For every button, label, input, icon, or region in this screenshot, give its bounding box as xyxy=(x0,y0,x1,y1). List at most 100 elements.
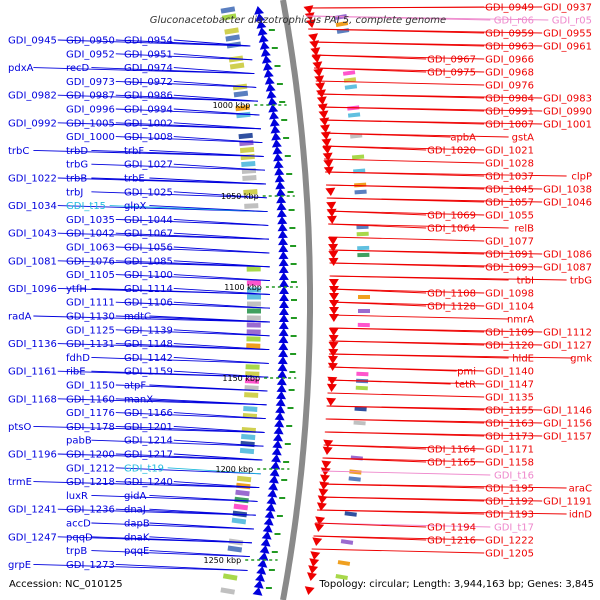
reverse-strand-gene-arrow xyxy=(322,152,333,161)
forward-gene-label: GDI_1168 xyxy=(8,394,57,405)
forward-gene-label: GDI_0982 xyxy=(8,91,57,102)
forward-gene-label: manX xyxy=(124,394,153,405)
forward-strand-gene-arrow xyxy=(273,160,284,169)
reverse-gene-label: GDI_0959 xyxy=(485,29,534,40)
label-leader-line xyxy=(316,509,485,515)
label-leader-line xyxy=(115,53,253,61)
forward-gene-label: GDI_1085 xyxy=(124,256,173,267)
reverse-gene-label: GDI_1163 xyxy=(485,419,534,430)
cog-category-block xyxy=(246,315,261,321)
forward-gene-label: GDI_1218 xyxy=(66,477,115,488)
forward-strand-gene-arrow xyxy=(276,391,287,400)
forward-strand-gene-arrow xyxy=(278,321,289,330)
reverse-strand-gene-arrow xyxy=(304,12,315,21)
forward-strand-gene-arrow xyxy=(253,580,264,589)
label-leader-line xyxy=(173,94,258,102)
label-leader-line xyxy=(115,563,248,571)
label-leader-line xyxy=(115,481,260,489)
reverse-gene-label: GDI_1037 xyxy=(485,172,534,183)
forward-gene-label: trbJ xyxy=(66,187,83,198)
forward-strand-gene-arrow xyxy=(265,83,276,92)
cog-category-block xyxy=(239,146,255,154)
forward-strand-gene-arrow xyxy=(278,349,289,358)
forward-gene-label: ytfH xyxy=(66,284,87,295)
reverse-gene-label: GDI_1055 xyxy=(485,211,534,222)
cog-category-block xyxy=(224,27,239,35)
label-leader-line xyxy=(91,550,250,558)
reverse-gene-label: GDI_1020 xyxy=(427,146,476,157)
label-leader-line xyxy=(115,122,262,130)
label-leader-line xyxy=(312,54,427,60)
label-leader-line xyxy=(115,39,251,47)
forward-strand-gene-arrow xyxy=(272,146,283,155)
cog-category-block xyxy=(357,252,370,258)
forward-gene-label: glpX xyxy=(124,201,146,212)
reverse-gene-label: GDI_0955 xyxy=(543,29,592,40)
forward-strand-gene-arrow xyxy=(261,55,272,64)
label-leader-line xyxy=(329,314,509,320)
forward-gene-label: GDI_0951 xyxy=(124,49,173,60)
label-leader-line xyxy=(325,418,485,424)
reverse-strand-gene-arrow xyxy=(318,110,329,119)
forward-gene-label: GDI_0954 xyxy=(124,36,173,47)
label-leader-line xyxy=(173,356,269,364)
reverse-gene-label: GDI_1222 xyxy=(485,536,534,547)
label-leader-line xyxy=(91,356,269,364)
reverse-strand-gene-arrow xyxy=(315,516,326,525)
forward-gene-label: pdxA xyxy=(8,63,34,74)
label-leader-line xyxy=(115,329,270,337)
forward-strand-gene-arrow xyxy=(268,482,279,491)
reverse-gene-label: GDI_1157 xyxy=(543,432,592,443)
cog-category-block xyxy=(357,308,371,314)
forward-gene-label: GDI_0987 xyxy=(66,91,115,102)
reverse-gene-label: GDI_1028 xyxy=(485,159,534,170)
cog-category-block xyxy=(241,433,256,441)
label-leader-line xyxy=(318,496,485,502)
label-leader-line xyxy=(325,171,485,177)
label-leader-line xyxy=(173,260,270,268)
label-leader-line xyxy=(310,41,485,47)
label-leader-line xyxy=(149,315,270,323)
label-leader-line xyxy=(322,145,427,151)
cog-category-block xyxy=(354,189,367,195)
reverse-gene-label: GDI_1205 xyxy=(485,549,534,560)
forward-gene-label: GDI_1212 xyxy=(66,463,115,474)
label-leader-line xyxy=(313,535,427,541)
forward-strand-gene-arrow xyxy=(269,111,280,120)
forward-gene-label: GDI_1160 xyxy=(66,394,115,405)
label-leader-line xyxy=(115,108,260,116)
reverse-gene-label: trbI xyxy=(517,276,534,287)
reverse-gene-label: GDI_1112 xyxy=(543,328,592,339)
reverse-gene-label: GDI_0975 xyxy=(427,68,476,79)
label-leader-line xyxy=(173,412,266,420)
forward-gene-label: dapB xyxy=(124,519,150,530)
cog-category-block xyxy=(235,489,250,497)
label-leader-line xyxy=(329,288,427,294)
forward-gene-label: GDI_1076 xyxy=(66,256,115,267)
forward-gene-label: GDI_1025 xyxy=(124,187,173,198)
reverse-strand-gene-arrow xyxy=(328,355,339,364)
reverse-strand-gene-arrow xyxy=(316,96,327,105)
cog-category-block xyxy=(245,371,260,377)
forward-strand-gene-arrow xyxy=(276,377,287,386)
reverse-gene-label: apbA xyxy=(450,133,476,144)
forward-strand-gene-arrow xyxy=(260,538,271,547)
reverse-gene-label: trbG xyxy=(570,276,592,287)
forward-strand-gene-arrow xyxy=(271,139,282,148)
cog-category-block xyxy=(353,420,366,426)
forward-gene-label: GDI_1166 xyxy=(124,408,173,419)
forward-strand-gene-arrow xyxy=(274,174,285,183)
label-leader-line xyxy=(323,444,427,450)
cog-category-block xyxy=(357,245,370,251)
forward-strand-gene-arrow xyxy=(260,48,271,57)
forward-strand-gene-arrow xyxy=(269,118,280,127)
forward-strand-gene-arrow xyxy=(276,384,287,393)
label-leader-line xyxy=(329,301,427,307)
reverse-gene-label: GDI_1104 xyxy=(485,302,534,313)
label-leader-line xyxy=(173,343,270,351)
reverse-strand-gene-arrow xyxy=(323,439,334,448)
forward-gene-label: trbC xyxy=(8,146,29,157)
reverse-gene-label: GDI_0976 xyxy=(485,81,534,92)
cog-category-block xyxy=(246,301,262,307)
label-leader-line xyxy=(328,223,509,229)
